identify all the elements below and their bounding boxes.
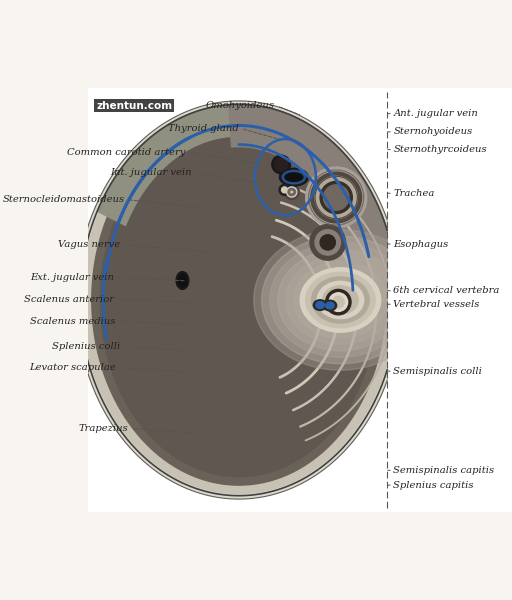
Text: 6th cervical vertebra: 6th cervical vertebra <box>393 286 500 295</box>
Text: Scalenus anterior: Scalenus anterior <box>24 295 114 304</box>
Text: zhentun.com: zhentun.com <box>96 101 172 111</box>
Ellipse shape <box>285 173 303 181</box>
Text: Levator scapulae: Levator scapulae <box>29 363 116 372</box>
Text: Semispinalis colli: Semispinalis colli <box>393 367 482 376</box>
Circle shape <box>272 155 290 174</box>
Text: Sternothyrcoideus: Sternothyrcoideus <box>393 145 487 154</box>
Text: Ext. jugular vein: Ext. jugular vein <box>30 273 114 282</box>
Circle shape <box>290 188 292 190</box>
Ellipse shape <box>282 170 306 184</box>
Text: Splenius capitis: Splenius capitis <box>393 481 474 490</box>
Text: Esophagus: Esophagus <box>393 239 449 248</box>
Text: Thyroid gland: Thyroid gland <box>168 124 239 133</box>
Text: Vagus nerve: Vagus nerve <box>58 241 120 250</box>
Circle shape <box>288 190 290 192</box>
Ellipse shape <box>312 277 369 323</box>
Polygon shape <box>92 115 386 485</box>
Text: Vertebral vessels: Vertebral vessels <box>393 300 480 309</box>
Text: Splenius colli: Splenius colli <box>52 342 120 351</box>
Text: Trachea: Trachea <box>393 189 435 198</box>
Text: Trapezius: Trapezius <box>79 424 129 433</box>
Circle shape <box>289 193 291 195</box>
Ellipse shape <box>178 274 187 287</box>
Text: Common carotid artery: Common carotid artery <box>68 148 186 157</box>
Ellipse shape <box>317 281 364 319</box>
Polygon shape <box>254 230 387 370</box>
Text: Int. jugular vein: Int. jugular vein <box>111 169 192 178</box>
Circle shape <box>293 193 295 194</box>
Circle shape <box>310 224 346 260</box>
Circle shape <box>290 194 292 196</box>
Circle shape <box>287 187 297 197</box>
Ellipse shape <box>323 300 336 311</box>
Ellipse shape <box>326 302 334 309</box>
Polygon shape <box>286 256 387 344</box>
Circle shape <box>332 296 344 308</box>
Circle shape <box>315 176 357 218</box>
Circle shape <box>315 230 340 255</box>
Text: Scalenus medius: Scalenus medius <box>30 317 116 326</box>
Polygon shape <box>82 106 387 494</box>
Circle shape <box>293 190 295 191</box>
Circle shape <box>288 192 290 194</box>
Polygon shape <box>270 243 387 357</box>
Polygon shape <box>100 124 377 476</box>
Ellipse shape <box>306 272 375 328</box>
Text: Sternocleidomastoideus: Sternocleidomastoideus <box>2 195 124 204</box>
Polygon shape <box>294 262 387 338</box>
Circle shape <box>294 191 295 193</box>
Circle shape <box>306 167 367 228</box>
Ellipse shape <box>176 272 189 289</box>
Circle shape <box>282 187 288 193</box>
Circle shape <box>294 191 295 193</box>
Circle shape <box>292 194 294 196</box>
Polygon shape <box>278 249 387 351</box>
Ellipse shape <box>313 300 327 310</box>
Circle shape <box>329 293 348 311</box>
Text: Sternohyoideus: Sternohyoideus <box>393 127 473 136</box>
Circle shape <box>292 188 294 190</box>
Polygon shape <box>229 104 387 300</box>
Circle shape <box>326 289 351 315</box>
Ellipse shape <box>316 302 324 308</box>
Circle shape <box>279 184 290 196</box>
Text: Semispinalis capitis: Semispinalis capitis <box>393 466 495 475</box>
Polygon shape <box>262 236 387 364</box>
Polygon shape <box>97 104 231 226</box>
Text: Ant. jugular vein: Ant. jugular vein <box>393 109 478 118</box>
Text: Omohyoideus: Omohyoideus <box>206 101 275 110</box>
Circle shape <box>274 158 288 171</box>
Ellipse shape <box>323 286 358 314</box>
Ellipse shape <box>300 268 381 332</box>
Circle shape <box>320 235 335 250</box>
Circle shape <box>284 184 300 200</box>
Circle shape <box>311 172 361 223</box>
Circle shape <box>324 185 349 210</box>
Polygon shape <box>76 102 387 498</box>
Ellipse shape <box>280 168 308 186</box>
Circle shape <box>320 181 352 214</box>
Circle shape <box>289 189 291 191</box>
